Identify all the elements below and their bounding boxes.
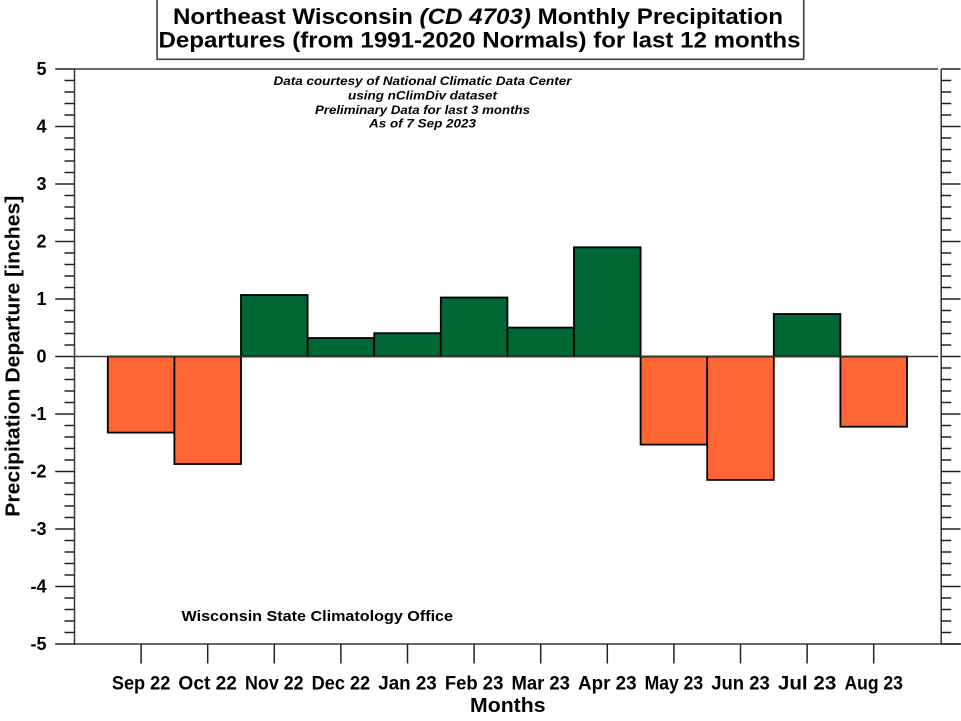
svg-text:Dec 22: Dec 22 — [312, 673, 371, 694]
svg-text:0: 0 — [36, 347, 46, 367]
svg-text:-3: -3 — [30, 519, 46, 539]
svg-text:Mar 23: Mar 23 — [511, 673, 570, 694]
svg-text:Northeast Wisconsin (CD 4703): Northeast Wisconsin (CD 4703) Monthly Pr… — [173, 4, 783, 29]
svg-text:Aug 23: Aug 23 — [844, 673, 903, 694]
svg-text:Data courtesy of National Clim: Data courtesy of National Climatic Data … — [274, 76, 573, 88]
svg-text:Nov 22: Nov 22 — [245, 673, 304, 694]
svg-text:-2: -2 — [30, 462, 46, 482]
svg-text:Sep 22: Sep 22 — [112, 673, 171, 694]
svg-text:5: 5 — [36, 59, 46, 79]
svg-text:Wisconsin State Climatology Of: Wisconsin State Climatology Office — [182, 608, 454, 625]
svg-text:Precipitation Departure [inche: Precipitation Departure [inches] — [1, 196, 24, 517]
svg-text:4: 4 — [36, 117, 46, 137]
svg-text:Jul 23: Jul 23 — [778, 673, 837, 694]
svg-text:1: 1 — [36, 289, 46, 309]
svg-text:Apr 23: Apr 23 — [578, 673, 637, 694]
svg-text:using nClimDiv dataset: using nClimDiv dataset — [348, 91, 498, 103]
svg-text:Jan 23: Jan 23 — [378, 673, 437, 694]
svg-text:Departures (from 1991-2020 Nor: Departures (from 1991-2020 Normals) for … — [159, 28, 801, 53]
svg-text:3: 3 — [36, 174, 46, 194]
svg-text:Jun 23: Jun 23 — [711, 673, 770, 694]
svg-text:2: 2 — [36, 232, 46, 252]
svg-text:Feb 23: Feb 23 — [445, 673, 504, 694]
svg-text:-1: -1 — [30, 404, 46, 424]
svg-text:-5: -5 — [30, 634, 46, 654]
svg-text:As of 7 Sep 2023: As of 7 Sep 2023 — [368, 119, 477, 131]
svg-text:May 23: May 23 — [645, 673, 704, 694]
svg-text:Preliminary Data for last 3 mo: Preliminary Data for last 3 months — [315, 105, 530, 117]
svg-text:Oct 22: Oct 22 — [178, 673, 237, 694]
svg-text:-4: -4 — [30, 577, 46, 597]
svg-text:Months: Months — [470, 695, 546, 717]
